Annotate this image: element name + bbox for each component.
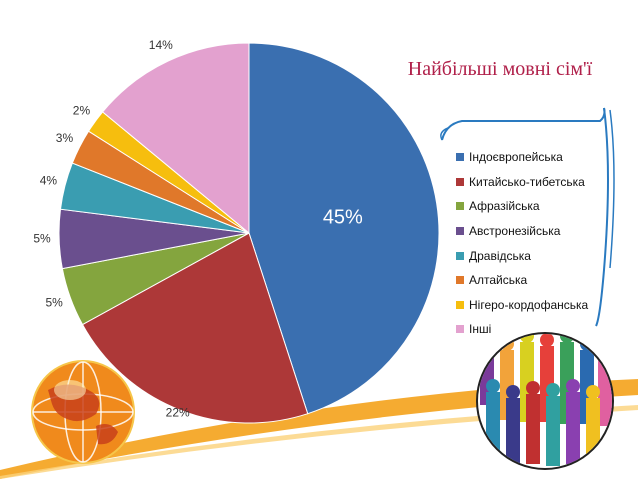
legend-bracket-side2-decor — [609, 109, 615, 269]
legend-swatch — [456, 325, 464, 334]
pie-slice-1 — [248, 42, 440, 415]
legend-swatch — [456, 177, 464, 186]
pie-data-label-1: 45% — [323, 206, 363, 228]
legend-label: Індоєвропейська — [469, 150, 563, 165]
legend-bracket-side-decor — [595, 107, 609, 327]
globe-icon — [31, 360, 135, 464]
pie-slice-2 — [81, 232, 309, 424]
legend-label: Австронезійська — [469, 224, 561, 239]
legend-label: Китайсько-тибетська — [469, 174, 585, 189]
legend-label: Дравідська — [469, 248, 531, 263]
legend-label: Інші — [469, 322, 492, 337]
chart-legend: Індоєвропейська Китайсько-тибетська Афразі… — [456, 145, 631, 342]
legend-item: Дравідська — [456, 243, 631, 268]
legend-item: Інші — [456, 317, 631, 342]
legend-item: Алтайська — [456, 268, 631, 293]
legend-swatch — [456, 276, 464, 285]
legend-item: Афразійська — [456, 194, 631, 219]
legend-swatch — [456, 300, 464, 309]
legend-item: Австронезійська — [456, 219, 631, 244]
legend-swatch — [456, 153, 464, 162]
pie-data-label-5: 4% — [40, 174, 58, 188]
pie-slices — [58, 42, 440, 424]
pie-data-label-2: 22% — [166, 405, 190, 419]
legend-label: Нігеро-кордофанська — [469, 297, 589, 312]
legend-swatch — [456, 202, 464, 211]
legend-label: Афразійська — [469, 199, 540, 214]
legend-bracket-tail-decor — [440, 127, 449, 141]
pie-data-label-6: 3% — [56, 131, 74, 145]
legend-item: Нігеро-кордофанська — [456, 293, 631, 318]
pie-slice-8 — [101, 42, 250, 235]
legend-swatch — [456, 227, 464, 236]
pie-data-label-7: 2% — [73, 103, 91, 117]
legend-swatch — [456, 251, 464, 260]
pie-data-labels: 45% 22% 5% 5% 4% 3% 2% 14% — [33, 38, 363, 420]
legend-label: Алтайська — [469, 273, 528, 288]
legend-item: Китайсько-тибетська — [456, 170, 631, 195]
pie-data-label-3: 5% — [45, 295, 63, 309]
pie-data-label-4: 5% — [33, 232, 51, 246]
pie-data-label-8: 14% — [149, 38, 173, 52]
legend-item: Індоєвропейська — [456, 145, 631, 170]
chart-title: Найбільші мовні сім'ї — [407, 58, 593, 80]
